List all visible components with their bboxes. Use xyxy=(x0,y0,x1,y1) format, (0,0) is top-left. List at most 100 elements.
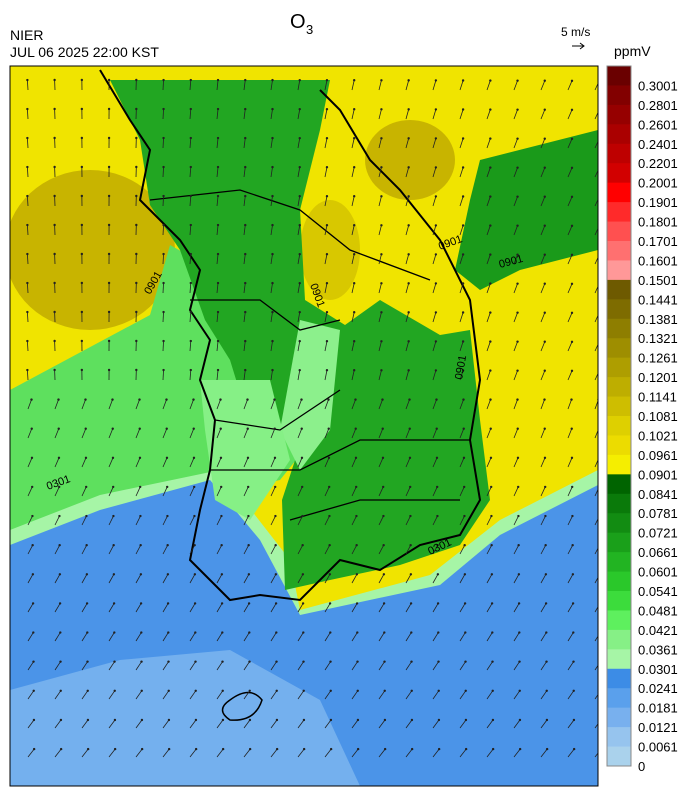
wind-arrow-head xyxy=(516,79,518,81)
colorbar-label: 0.2001 xyxy=(638,176,678,191)
wind-arrow-head xyxy=(326,282,328,284)
wind-arrow-head xyxy=(162,253,164,255)
colorbar-cell xyxy=(607,552,631,572)
wind-arrow-head xyxy=(303,719,305,721)
wind-arrow-head xyxy=(248,660,250,662)
colorbar-label: 0.0301 xyxy=(638,662,678,677)
wind-arrow-head xyxy=(436,428,438,430)
wind-arrow-head xyxy=(407,340,409,342)
wind-arrow-head xyxy=(330,690,332,692)
colorbar-label: 0.2601 xyxy=(638,117,678,132)
wind-arrow-head xyxy=(81,369,83,371)
wind-arrow-head xyxy=(53,137,55,139)
wind-arrow-head xyxy=(140,660,142,662)
wind-arrow-head xyxy=(222,690,224,692)
wind-arrow-head xyxy=(162,195,164,197)
wind-arrow-head xyxy=(599,573,601,575)
wind-arrow-head xyxy=(492,719,494,721)
wind-arrow-head xyxy=(166,457,168,459)
wind-arrow-head xyxy=(328,457,330,459)
wind-arrow-head xyxy=(516,398,518,400)
wind-arrow-head xyxy=(33,719,35,721)
wind-arrow-head xyxy=(53,340,55,342)
wind-arrow-head xyxy=(139,486,141,488)
wind-arrow-head xyxy=(491,602,493,604)
wind-arrow-head xyxy=(382,486,384,488)
wind-arrow-head xyxy=(355,544,357,546)
wind-arrow-head xyxy=(328,515,330,517)
wind-arrow-head xyxy=(546,748,548,750)
wind-arrow-head xyxy=(435,195,437,197)
wind-arrow-head xyxy=(353,108,355,110)
wind-arrow-head xyxy=(81,311,83,313)
colorbar-cell xyxy=(607,163,631,183)
wind-arrow-head xyxy=(353,195,355,197)
wind-arrow-head xyxy=(571,254,573,256)
colorbar-label: 0.2401 xyxy=(638,137,678,152)
wind-arrow-head xyxy=(326,166,328,168)
wind-arrow-head xyxy=(220,515,222,517)
wind-arrow-head xyxy=(217,340,219,342)
wind-arrow-head xyxy=(26,166,28,168)
wind-arrow-head xyxy=(162,137,164,139)
wind-arrow-head xyxy=(326,108,328,110)
wind-arrow-head xyxy=(26,311,28,313)
wind-arrow-head xyxy=(135,137,137,139)
colorbar-label: 0.0061 xyxy=(638,740,678,755)
wind-arrow-head xyxy=(274,486,276,488)
wind-arrow-head xyxy=(408,398,410,400)
wind-arrow-head xyxy=(194,602,196,604)
wind-arrow-head xyxy=(409,457,411,459)
wind-arrow-head xyxy=(31,515,33,517)
wind-arrow-head xyxy=(463,428,465,430)
colorbar-cell xyxy=(607,572,631,592)
wind-arrow-head xyxy=(162,282,164,284)
wind-arrow-head xyxy=(135,166,137,168)
wind-arrow-head xyxy=(438,748,440,750)
wind-arrow-head xyxy=(380,195,382,197)
wind-arrow-head xyxy=(190,79,192,81)
wind-arrow-head xyxy=(87,690,89,692)
wind-arrow-head xyxy=(26,79,28,81)
wind-arrow-head xyxy=(490,515,492,517)
colorbar-label: 0.1081 xyxy=(638,409,678,424)
wind-arrow-head xyxy=(248,602,250,604)
wind-arrow-head xyxy=(435,282,437,284)
wind-arrow-head xyxy=(53,195,55,197)
wind-arrow-head xyxy=(382,515,384,517)
wind-arrow-head xyxy=(244,224,246,226)
wind-arrow xyxy=(163,138,164,148)
colorbar-cell xyxy=(607,708,631,728)
wind-arrow-head xyxy=(438,690,440,692)
wind-arrow-head xyxy=(274,428,276,430)
colorbar-label: 0.0541 xyxy=(638,584,678,599)
wind-arrow-head xyxy=(87,719,89,721)
wind-arrow-head xyxy=(599,631,601,633)
wind-arrow-head xyxy=(274,457,276,459)
wind-arrow-head xyxy=(217,79,219,81)
wind-arrow-head xyxy=(383,660,385,662)
wind-arrow-head xyxy=(26,224,28,226)
wind-arrow-head xyxy=(217,282,219,284)
wind-arrow-head xyxy=(32,631,34,633)
colorbar-cell xyxy=(607,630,631,650)
wind-arrow-head xyxy=(490,486,492,488)
wind-arrow-head xyxy=(299,369,301,371)
wind-arrow-head xyxy=(517,544,519,546)
wind-arrow-head xyxy=(463,544,465,546)
colorbar-cell xyxy=(607,397,631,417)
wind-arrow-head xyxy=(139,544,141,546)
wind-arrow-head xyxy=(490,457,492,459)
wind-arrow-head xyxy=(383,602,385,604)
wind-arrow-head xyxy=(544,312,546,314)
colorbar-cell xyxy=(607,610,631,630)
colorbar-cell xyxy=(607,435,631,455)
wind-arrow-head xyxy=(301,457,303,459)
wind-arrow-head xyxy=(222,719,224,721)
wind-arrow-head xyxy=(53,311,55,313)
wind-arrow-head xyxy=(519,719,521,721)
wind-arrow-head xyxy=(571,109,573,111)
wind-arrow-head xyxy=(276,748,278,750)
wind-arrow-head xyxy=(190,195,192,197)
wind-arrow-head xyxy=(53,253,55,255)
